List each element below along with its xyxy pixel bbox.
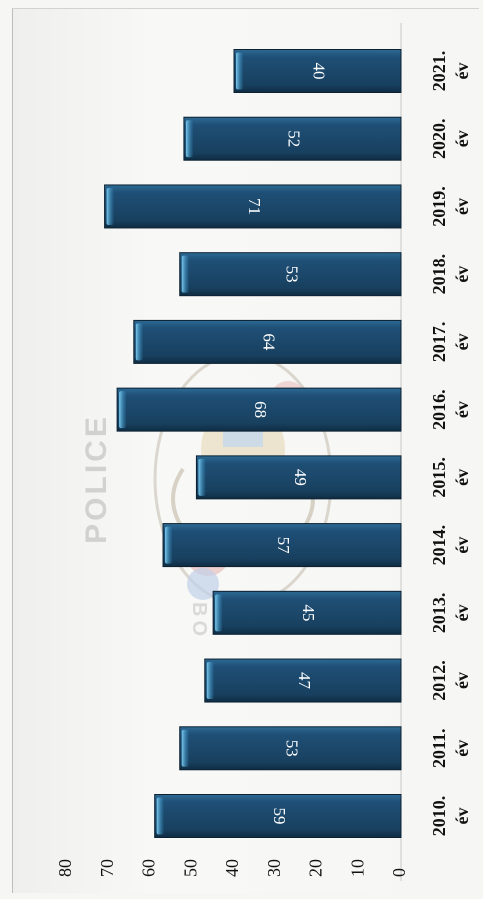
bar: 45 <box>212 590 402 635</box>
bar-value-label: 53 <box>282 740 301 757</box>
category-year: 2020. <box>429 118 449 159</box>
chart-frame: POLICE BO 0 10 20 30 <box>12 8 479 893</box>
bar-value-label: 52 <box>285 130 304 147</box>
category-year: 2012. <box>429 660 449 701</box>
y-tick-label: 80 <box>55 859 75 877</box>
category-year: 2016. <box>429 389 449 430</box>
x-tick-label: 2013. év <box>429 593 472 634</box>
bar-value-label: 59 <box>270 808 289 825</box>
bar: 59 <box>154 794 402 838</box>
x-tick-label: 2018. év <box>429 254 472 295</box>
watermark-title: POLICE <box>80 414 113 544</box>
bar-value-label: 47 <box>295 672 314 690</box>
bar-chart: POLICE BO 0 10 20 30 <box>55 23 472 881</box>
category-suffix: év <box>452 401 472 418</box>
bar-value-label: 57 <box>274 537 293 555</box>
y-tick-label: 50 <box>180 859 200 877</box>
bar: 57 <box>162 523 402 568</box>
x-tick-label: 2016. év <box>429 389 472 430</box>
bar: 52 <box>183 116 402 161</box>
category-year: 2014. <box>429 525 449 566</box>
category-suffix: év <box>452 537 472 554</box>
bar-value-label: 71 <box>245 198 264 215</box>
x-tick-label: 2017. év <box>429 322 472 363</box>
category-year: 2015. <box>429 457 449 498</box>
category-year: 2021. <box>429 51 449 92</box>
y-tick-label: 0 <box>389 868 409 877</box>
x-tick-label: 2012. év <box>429 660 472 701</box>
category-suffix: év <box>452 63 472 80</box>
x-tick-label: 2015. év <box>429 457 472 498</box>
bar: 64 <box>133 319 402 364</box>
category-suffix: év <box>452 198 472 215</box>
category-year: 2018. <box>429 254 449 295</box>
bar: 71 <box>104 184 402 229</box>
category-year: 2013. <box>429 593 449 634</box>
category-year: 2019. <box>429 186 449 227</box>
y-tick-label: 20 <box>306 859 326 877</box>
x-tick-label: 2019. év <box>429 186 472 227</box>
bar: 40 <box>233 49 402 93</box>
bar: 49 <box>195 455 402 500</box>
y-tick-label: 10 <box>347 859 367 877</box>
category-year: 2017. <box>429 322 449 363</box>
y-tick-label: 40 <box>222 859 242 877</box>
x-tick-label: 2020. év <box>429 118 472 159</box>
category-suffix: év <box>452 604 472 621</box>
bar-value-label: 49 <box>291 469 310 486</box>
bar: 53 <box>179 252 402 297</box>
category-suffix: év <box>452 266 472 283</box>
x-tick-label: 2010. év <box>429 796 472 837</box>
bar-value-label: 45 <box>299 604 318 621</box>
category-year: 2011. <box>429 729 449 769</box>
category-suffix: év <box>452 130 472 147</box>
bar-value-label: 40 <box>310 63 329 80</box>
bar-value-label: 53 <box>282 266 301 283</box>
y-tick-label: 30 <box>264 859 284 877</box>
bar-value-label: 68 <box>251 401 270 418</box>
x-tick-label: 2011. év <box>429 729 472 769</box>
category-suffix: év <box>452 672 472 689</box>
watermark-partial: BO <box>188 602 210 640</box>
category-year: 2010. <box>429 796 449 837</box>
bar: 47 <box>204 658 402 703</box>
category-suffix: év <box>452 333 472 350</box>
category-suffix: év <box>452 469 472 486</box>
y-tick-label: 60 <box>139 859 159 877</box>
bar: 53 <box>179 726 402 771</box>
x-tick-label: 2014. év <box>429 525 472 566</box>
x-tick-label: 2021. év <box>429 51 472 92</box>
y-tick-label: 70 <box>97 859 117 877</box>
category-suffix: év <box>452 740 472 757</box>
category-suffix: év <box>452 808 472 825</box>
bar-value-label: 64 <box>259 333 278 351</box>
bar: 68 <box>116 387 402 432</box>
